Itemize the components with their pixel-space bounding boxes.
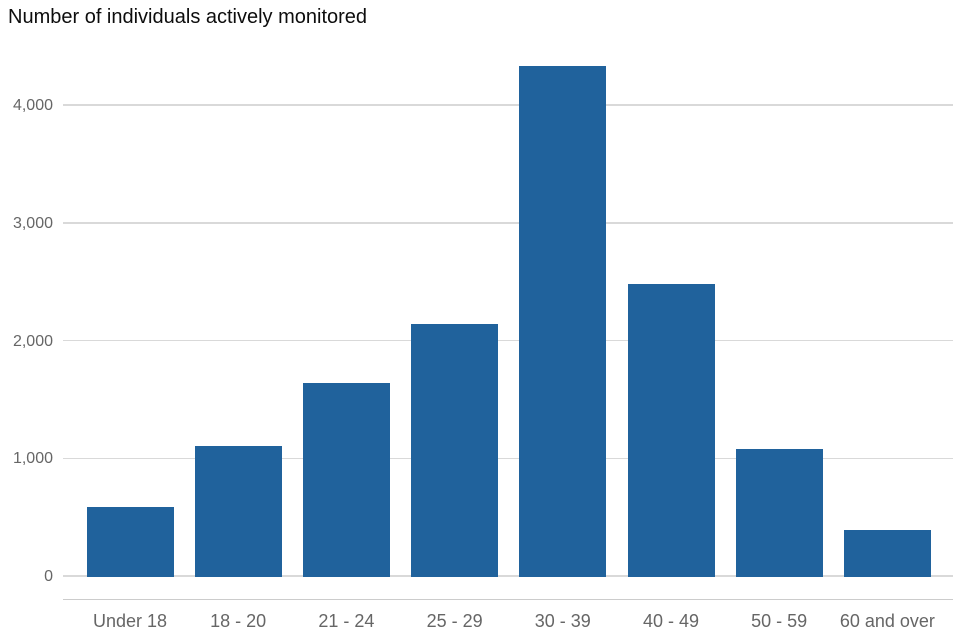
y-axis-tick-label: 0 (44, 568, 53, 585)
chart-title: Number of individuals actively monitored (8, 6, 368, 28)
bar (411, 324, 499, 577)
x-axis-category-label: Under 18 (92, 611, 168, 631)
y-axis-tick-label: 4,000 (12, 97, 53, 114)
y-gridline (63, 457, 953, 459)
y-gridline (63, 575, 953, 577)
y-axis-tick-label: 1,000 (12, 450, 53, 468)
bar (627, 283, 715, 577)
bar (843, 530, 931, 577)
x-axis-category-label: 21 - 24 (318, 611, 375, 631)
bar (194, 446, 282, 577)
x-axis-category-label: 18 - 20 (210, 611, 267, 631)
bar (302, 382, 390, 577)
x-axis-category-label: 60 and over (839, 611, 935, 631)
y-gridline (63, 339, 953, 342)
bar (735, 448, 823, 577)
x-axis-category-label: 30 - 39 (534, 611, 591, 631)
y-axis-tick-label: 3,000 (12, 214, 53, 232)
x-axis-category-label: 50 - 59 (751, 611, 808, 631)
y-gridline (63, 104, 953, 106)
x-axis-category-label: 40 - 49 (642, 611, 700, 631)
x-axis-line (63, 598, 953, 600)
y-axis-tick-label: 2,000 (12, 332, 53, 350)
y-gridline (63, 222, 953, 224)
x-axis-category-label: 25 - 29 (426, 611, 483, 631)
bar (519, 66, 607, 577)
bar (86, 506, 174, 577)
